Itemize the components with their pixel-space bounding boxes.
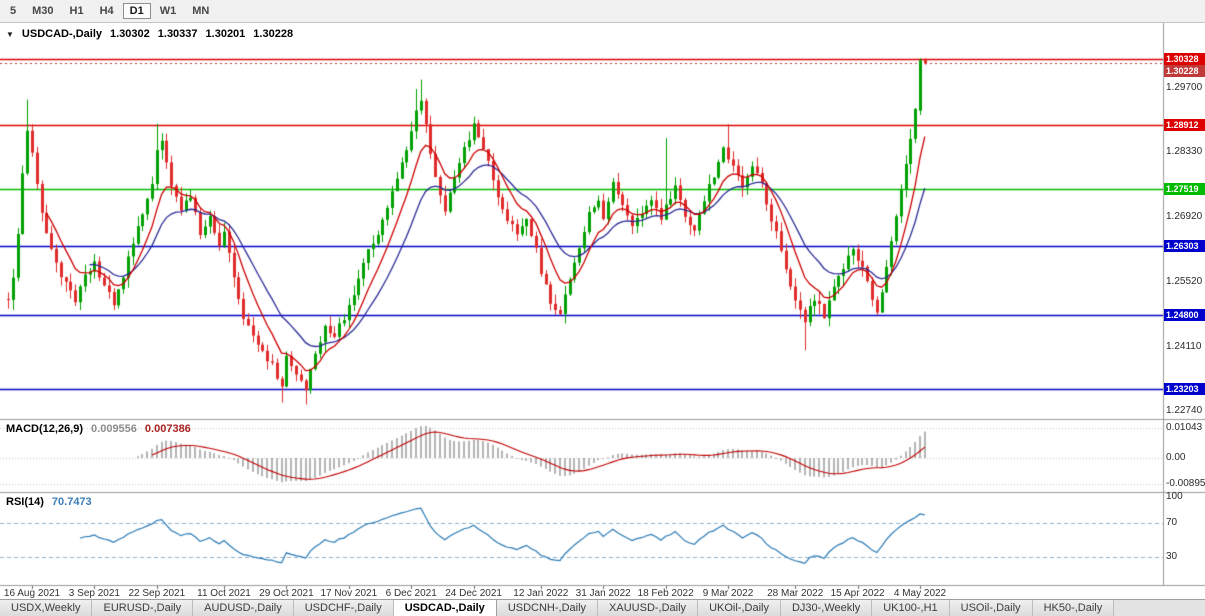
price-scale[interactable] [1164,23,1205,585]
chart-tab-usdx-weekly[interactable]: USDX,Weekly [0,600,93,616]
timeframe-button-h4[interactable]: H4 [99,5,114,17]
chart-tab-ukoil-daily[interactable]: UKOil-,Daily [698,600,781,616]
chart-tabs-bar: USDX,Weekly EURUSD-,Daily AUDUSD-,Daily USD… [0,599,1205,616]
timeframe-button-w1[interactable]: W1 [159,5,177,17]
timeframe-button-h1[interactable]: H1 [69,5,84,17]
timeframe-button-d1[interactable]: D1 [122,3,151,19]
timeframe-toolbar: 5 M30 H1 H4 D1 W1 MN [0,0,1205,23]
chart-tab-dj30-weekly[interactable]: DJ30-,Weekly [780,600,873,616]
chart-tab-eurusd-daily[interactable]: EURUSD-,Daily [92,600,194,616]
chart-tab-uk100-h1[interactable]: UK100-,H1 [872,600,950,616]
timeframe-button-m30[interactable]: M30 [32,5,54,17]
chart-tab-xauusd-daily[interactable]: XAUUSD-,Daily [598,600,699,616]
chart-tab-usdcnh-daily[interactable]: USDCNH-,Daily [496,600,599,616]
chart-tab-hk50-daily[interactable]: HK50-,Daily [1032,600,1115,616]
time-axis[interactable] [0,586,1163,599]
chart-tab-audusd-daily[interactable]: AUDUSD-,Daily [193,600,294,616]
timeframe-button-mn[interactable]: MN [192,5,210,17]
chart-tab-usoil-daily[interactable]: USOil-,Daily [949,600,1033,616]
chart-tab-usdchf-daily[interactable]: USDCHF-,Daily [293,600,394,616]
timeframe-button-5[interactable]: 5 [10,5,17,17]
chart-tab-usdcad-daily[interactable]: USDCAD-,Daily [393,600,497,616]
